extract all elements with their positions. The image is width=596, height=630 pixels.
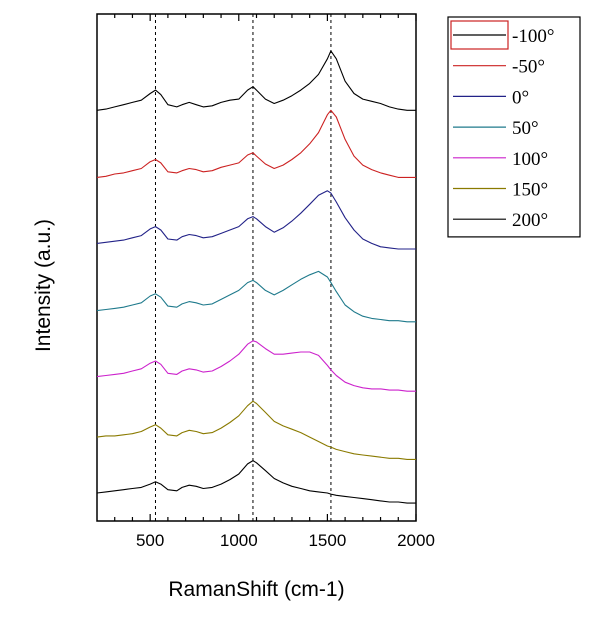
y-axis-title: Intensity (a.u.) xyxy=(32,219,55,352)
x-tick-label: 500 xyxy=(136,531,164,550)
series-line-2 xyxy=(96,190,416,250)
series-line-6 xyxy=(96,460,416,504)
legend-label-0: -100° xyxy=(512,26,554,47)
legend-label-4: 100° xyxy=(512,149,548,170)
series-line-0 xyxy=(96,50,416,111)
legend-label-1: -50° xyxy=(512,57,545,78)
legend-label-6: 200° xyxy=(512,210,548,231)
series-line-3 xyxy=(96,270,416,323)
legend-label-3: 50° xyxy=(512,118,539,139)
plot-area: 500 1000 1500 2000 xyxy=(96,13,435,550)
x-tick-label: 1500 xyxy=(308,531,346,550)
legend-label-5: 150° xyxy=(512,180,548,201)
legend-highlight-box xyxy=(450,20,509,50)
series-line-5 xyxy=(96,400,416,460)
x-axis-title: RamanShift (cm-1) xyxy=(168,578,344,601)
legend: -100° -50° 0° 50° 100° 150° 200° xyxy=(447,16,581,238)
x-tick-label: 1000 xyxy=(220,531,258,550)
series-line-1 xyxy=(96,109,416,178)
x-tick-label: 2000 xyxy=(397,531,435,550)
series-line-4 xyxy=(96,340,416,392)
legend-label-2: 0° xyxy=(512,87,529,108)
